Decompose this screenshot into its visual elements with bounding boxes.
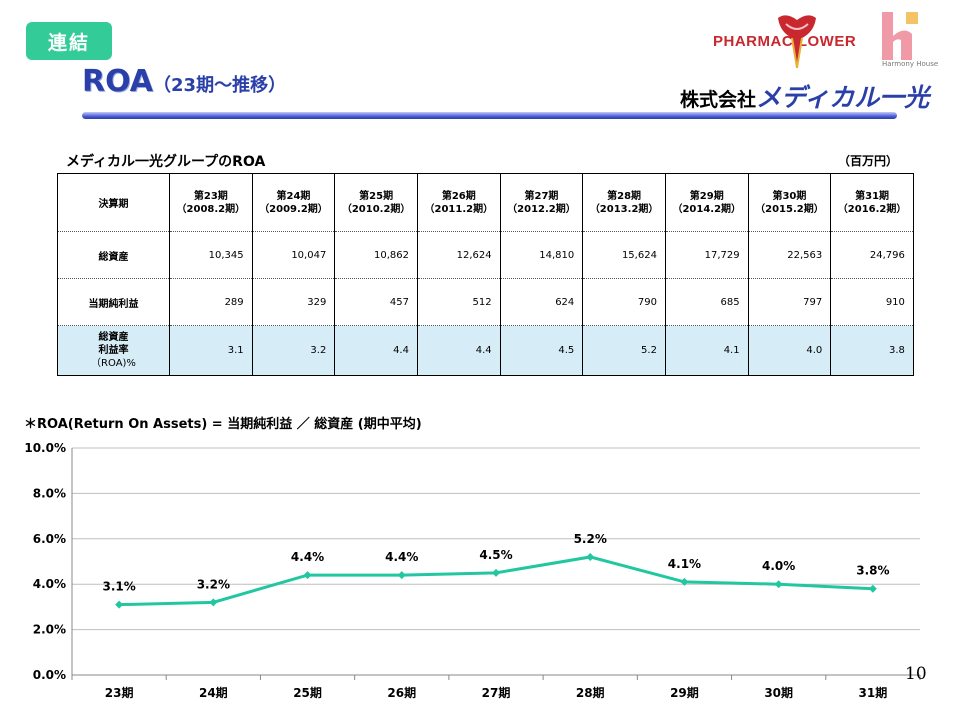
x-tick-label: 24期 bbox=[199, 685, 228, 700]
period-cell: 第27期 （2012.2期） bbox=[500, 173, 584, 232]
title-underline-bar bbox=[82, 112, 897, 119]
period-cell: 第26期 （2011.2期） bbox=[417, 173, 501, 232]
x-tick-label: 25期 bbox=[293, 685, 322, 700]
table-cell: 3.1 bbox=[169, 325, 253, 376]
x-tick-label: 31期 bbox=[859, 685, 888, 700]
data-label: 4.5% bbox=[479, 548, 512, 562]
data-label: 3.1% bbox=[102, 580, 135, 594]
pharmacy-flower-logo-text: PHARMAC LOWER bbox=[713, 33, 857, 50]
row-label-total-assets: 総資産 bbox=[57, 231, 170, 279]
period-cell: 第23期 （2008.2期） bbox=[169, 173, 253, 232]
y-tick-label: 0.0% bbox=[33, 668, 66, 682]
harmony-house-logo-icon bbox=[882, 12, 918, 60]
table-cell: 790 bbox=[582, 278, 666, 326]
page-title: ROA（23期～推移） bbox=[82, 64, 286, 99]
table-cell: 685 bbox=[665, 278, 749, 326]
flower-logo-icon bbox=[778, 15, 816, 69]
table-cell: 10,047 bbox=[252, 231, 336, 279]
table-cell: 10,862 bbox=[334, 231, 418, 279]
table-row-roa: 総資産 利益率 （ROA)% 3.1 3.2 4.4 4.4 4.5 5.2 4.1… bbox=[57, 325, 914, 376]
table-cell: 329 bbox=[252, 278, 336, 326]
x-tick-label: 28期 bbox=[576, 685, 605, 700]
period-cell: 第24期 （2009.2期） bbox=[252, 173, 336, 232]
x-tick-label: 30期 bbox=[764, 685, 793, 700]
table-cell: 4.1 bbox=[665, 325, 749, 376]
row-label-net-income: 当期純利益 bbox=[57, 278, 170, 326]
table-cell: 289 bbox=[169, 278, 253, 326]
page-title-sub: （23期～推移） bbox=[153, 75, 287, 96]
data-label: 4.4% bbox=[291, 550, 324, 564]
roa-table: 決算期 第23期 （2008.2期） 第24期 （2009.2期） 第25期 （201… bbox=[57, 173, 914, 376]
table-cell: 4.0 bbox=[748, 325, 832, 376]
harmony-house-logo-text: Harmony House bbox=[882, 60, 939, 68]
table-cell: 14,810 bbox=[500, 231, 584, 279]
data-point bbox=[868, 584, 877, 593]
data-label: 4.1% bbox=[668, 557, 701, 571]
period-cell: 第29期 （2014.2期） bbox=[665, 173, 749, 232]
period-cell: 第30期 （2015.2期） bbox=[748, 173, 832, 232]
table-cell: 3.8 bbox=[830, 325, 914, 376]
y-tick-label: 8.0% bbox=[33, 486, 66, 500]
y-tick-label: 6.0% bbox=[33, 532, 66, 546]
company-brand: メディカル一光 bbox=[756, 83, 930, 112]
table-cell: 624 bbox=[500, 278, 584, 326]
table-row: 総資産 10,345 10,047 10,862 12,624 14,810 1… bbox=[57, 231, 914, 279]
data-point bbox=[680, 577, 689, 586]
table-cell: 4.4 bbox=[417, 325, 501, 376]
table-cell: 17,729 bbox=[665, 231, 749, 279]
table-header-row: 決算期 第23期 （2008.2期） 第24期 （2009.2期） 第25期 （201… bbox=[57, 173, 914, 232]
table-cell: 10,345 bbox=[169, 231, 253, 279]
y-tick-label: 4.0% bbox=[33, 577, 66, 591]
table-caption: メディカル一光グループのROA bbox=[66, 154, 266, 170]
x-tick-label: 29期 bbox=[670, 685, 699, 700]
table-cell: 797 bbox=[748, 278, 832, 326]
company-prefix: 株式会社 bbox=[680, 89, 757, 111]
x-tick-label: 27期 bbox=[482, 685, 511, 700]
x-tick-label: 26期 bbox=[387, 685, 416, 700]
data-label: 3.2% bbox=[197, 577, 230, 591]
table-cell: 4.4 bbox=[334, 325, 418, 376]
data-point bbox=[774, 580, 783, 589]
roa-series-line bbox=[119, 555, 873, 607]
table-row: 当期純利益 289 329 457 512 624 790 685 797 91… bbox=[57, 278, 914, 326]
period-cell: 第31期 （2016.2期） bbox=[830, 173, 914, 232]
header-label-cell: 決算期 bbox=[57, 173, 170, 232]
data-point bbox=[397, 571, 406, 580]
data-label: 4.0% bbox=[762, 559, 795, 573]
y-tick-label: 10.0% bbox=[24, 441, 66, 455]
data-point bbox=[209, 598, 218, 607]
data-label: 3.8% bbox=[856, 564, 889, 578]
table-cell: 15,624 bbox=[582, 231, 666, 279]
table-cell: 5.2 bbox=[582, 325, 666, 376]
period-cell: 第25期 （2010.2期） bbox=[334, 173, 418, 232]
roa-formula-note: ＊ROA(Return On Assets) = 当期純利益 ／ 総資産 (期中… bbox=[24, 417, 422, 432]
x-tick-label: 23期 bbox=[105, 685, 134, 700]
row-label-roa: 総資産 利益率 （ROA)% bbox=[57, 325, 170, 376]
data-point bbox=[115, 600, 124, 609]
consolidated-badge: 連結 bbox=[26, 22, 112, 60]
company-name: 株式会社メディカル一光 bbox=[680, 78, 929, 114]
table-cell: 22,563 bbox=[748, 231, 832, 279]
table-cell: 512 bbox=[417, 278, 501, 326]
table-cell: 910 bbox=[830, 278, 914, 326]
data-point bbox=[492, 568, 500, 577]
data-point bbox=[586, 552, 595, 561]
page-number: 10 bbox=[905, 664, 927, 684]
period-cell: 第28期 （2013.2期） bbox=[582, 173, 666, 232]
table-cell: 24,796 bbox=[830, 231, 914, 279]
table-cell: 3.2 bbox=[252, 325, 336, 376]
table-cell: 12,624 bbox=[417, 231, 501, 279]
y-tick-label: 2.0% bbox=[33, 623, 66, 637]
data-point bbox=[303, 571, 312, 580]
data-label: 4.4% bbox=[385, 550, 418, 564]
table-unit: （百万円） bbox=[838, 154, 899, 168]
table-cell: 457 bbox=[334, 278, 418, 326]
page-title-main: ROA bbox=[82, 64, 154, 99]
table-cell: 4.5 bbox=[500, 325, 584, 376]
data-label: 5.2% bbox=[574, 532, 607, 546]
